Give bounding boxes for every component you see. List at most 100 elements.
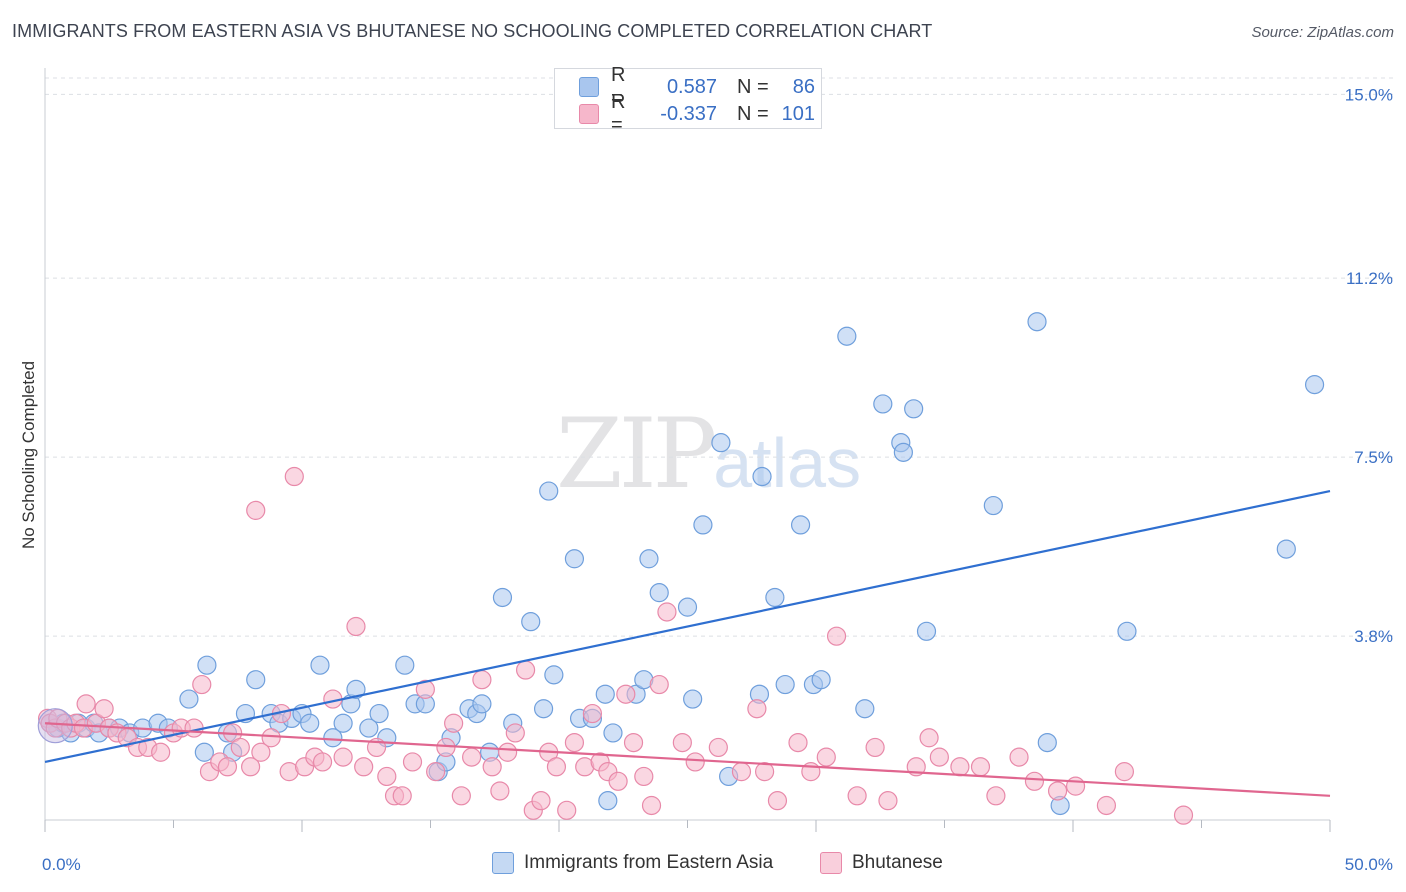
legend-swatch-eastern-asia (579, 77, 599, 97)
data-point (395, 655, 415, 675)
data-point (564, 732, 585, 753)
data-point (1304, 375, 1325, 395)
data-points (37, 312, 1325, 825)
data-point (1047, 781, 1068, 801)
data-point (1009, 747, 1029, 767)
legend-row-eastern-asia: R = 0.587 N = 86 (579, 64, 815, 109)
data-point (986, 786, 1006, 806)
cluster-point (37, 708, 73, 744)
legend-n-label: N = (737, 75, 769, 98)
data-point (1096, 795, 1117, 816)
data-point (672, 732, 692, 753)
data-point (767, 791, 788, 811)
data-point (217, 757, 238, 777)
data-point (919, 728, 939, 748)
bottom-legend-swatch-bhutanese (820, 852, 842, 874)
y-tick-label: 11.2% (1346, 269, 1393, 288)
data-point (641, 795, 662, 816)
data-point (754, 762, 775, 782)
data-point (1114, 762, 1135, 782)
legend-row-bhutanese: R = -0.337 N = 101 (579, 91, 815, 136)
data-point (878, 791, 898, 811)
data-point (505, 723, 525, 743)
data-point (893, 442, 913, 462)
data-point (94, 699, 114, 719)
data-point (855, 699, 875, 719)
data-point (1276, 539, 1296, 559)
data-point (657, 602, 677, 622)
data-point (515, 660, 536, 680)
data-point (837, 326, 857, 346)
data-point (683, 689, 703, 709)
bottom-legend-label-eastern-asia: Immigrants from Eastern Asia (524, 852, 774, 873)
data-point (377, 766, 397, 787)
data-point (811, 670, 831, 690)
data-point (533, 699, 554, 719)
data-point (685, 752, 705, 772)
data-point (649, 583, 669, 603)
data-point (197, 655, 217, 675)
legend-n-label: N = (737, 102, 769, 125)
data-point (1173, 805, 1194, 825)
legend-n-value: 86 (792, 75, 815, 98)
data-point (482, 757, 502, 777)
data-point (608, 771, 628, 791)
data-point (649, 674, 669, 695)
data-point (333, 713, 353, 733)
data-point (564, 549, 585, 569)
data-point (261, 728, 281, 748)
data-point (151, 742, 171, 762)
legend-r-value: 0.587 (666, 75, 717, 98)
legend-r-value: -0.337 (660, 102, 717, 125)
data-point (865, 737, 885, 758)
data-point (708, 737, 728, 758)
data-point (731, 762, 752, 782)
data-point (490, 781, 510, 801)
data-point (983, 495, 1003, 516)
bottom-legend-label-bhutanese: Bhutanese (852, 852, 943, 873)
data-point (544, 665, 564, 685)
data-point (775, 674, 795, 695)
data-point (970, 757, 991, 777)
legend-n-value: 101 (781, 102, 815, 125)
data-point (693, 515, 713, 535)
data-point (246, 670, 266, 690)
data-point (765, 587, 785, 608)
data-point (323, 728, 343, 748)
grid-lines (45, 77, 1395, 637)
data-point (1024, 771, 1045, 791)
data-point (472, 670, 492, 690)
data-point (595, 684, 615, 704)
data-point (192, 674, 212, 695)
data-point (462, 747, 482, 767)
data-point (472, 694, 492, 714)
trend-line-eastern-asia (44, 489, 1331, 764)
data-point (521, 612, 541, 632)
data-point (603, 723, 623, 743)
axes (44, 68, 1331, 832)
data-point (904, 399, 924, 419)
data-point (916, 621, 937, 641)
y-tick-label: 3.8% (1354, 627, 1393, 646)
legend-r-label: R = (611, 64, 626, 109)
y-tick-label: 15.0% (1345, 85, 1393, 104)
correlation-legend: R = 0.587 N = 86 R = -0.337 N = 101 (554, 64, 822, 136)
data-point (392, 786, 412, 806)
legend-r-label: R = (611, 91, 626, 136)
data-point (284, 466, 304, 487)
bottom-legend-eastern-asia: Immigrants from Eastern Asia (492, 852, 773, 874)
data-point (333, 747, 353, 767)
data-point (194, 742, 214, 762)
data-point (634, 766, 654, 787)
data-point (677, 597, 698, 617)
data-point (312, 752, 333, 772)
data-point (598, 791, 618, 811)
data-point (816, 747, 836, 767)
data-point (539, 481, 559, 501)
data-point (950, 757, 970, 777)
data-point (616, 684, 636, 704)
data-point (369, 703, 389, 724)
data-point (354, 757, 374, 777)
data-point (492, 587, 513, 608)
